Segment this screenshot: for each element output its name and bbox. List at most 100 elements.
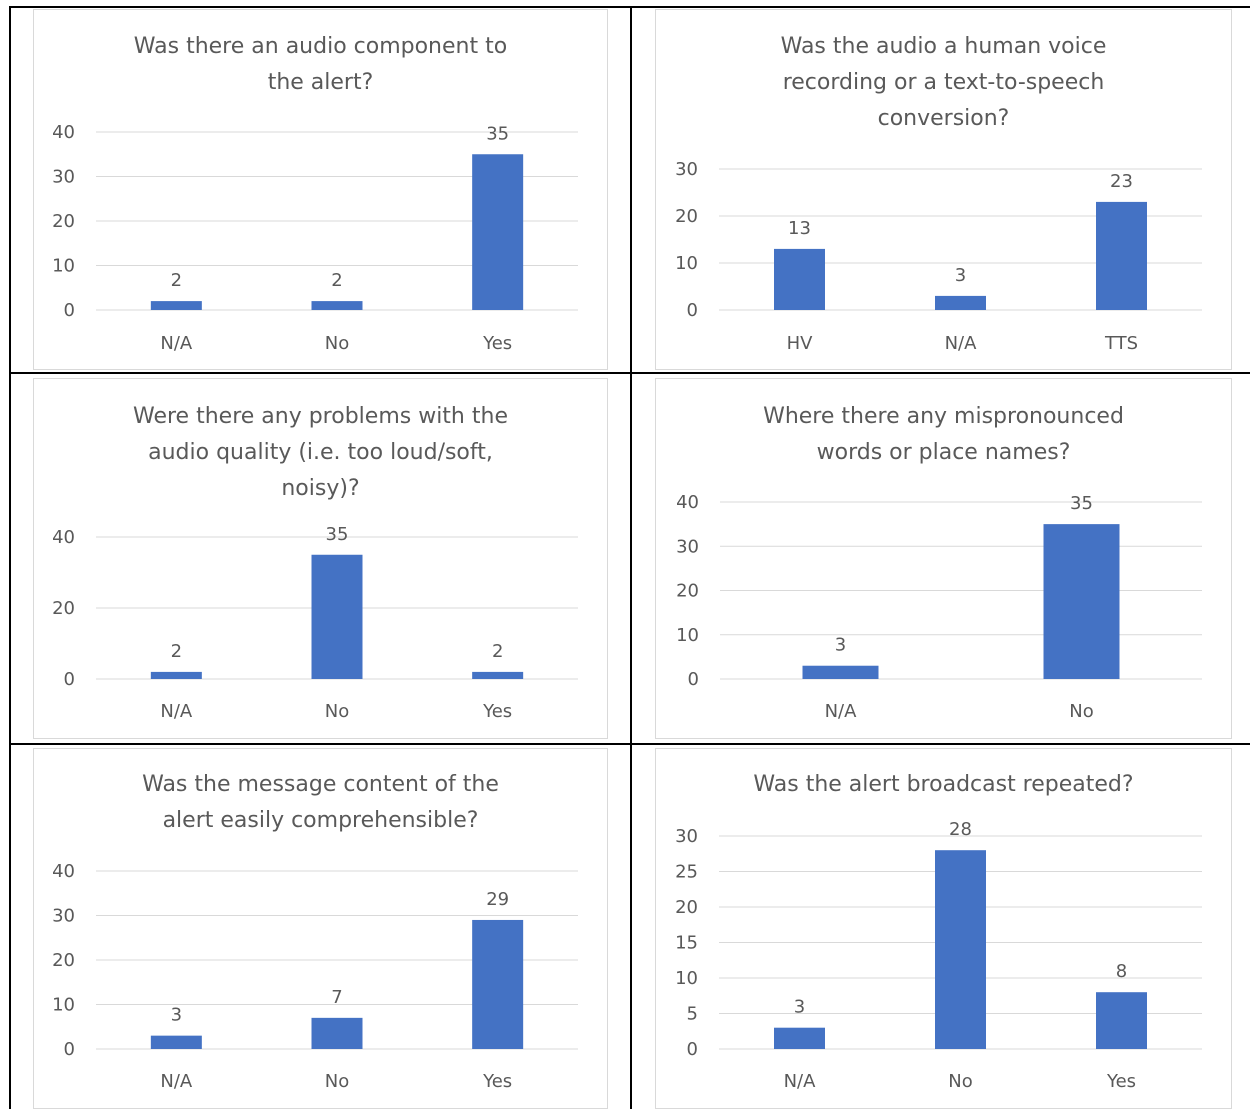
y-tick-label: 20 xyxy=(52,598,75,619)
bar-no xyxy=(1043,524,1120,679)
y-tick-label: 0 xyxy=(64,300,75,321)
y-tick-label: 0 xyxy=(688,669,699,690)
table-row-divider-1 xyxy=(9,372,1250,374)
bar-no xyxy=(311,301,363,310)
data-label: 13 xyxy=(788,218,811,239)
chart-comprehensible: Was the message content of the alert eas… xyxy=(33,748,608,1109)
category-label: N/A xyxy=(160,701,193,722)
y-tick-label: 10 xyxy=(675,253,698,274)
data-label: 8 xyxy=(1116,961,1127,982)
category-label: N/A xyxy=(945,333,978,354)
y-tick-label: 20 xyxy=(52,211,75,232)
y-tick-label: 20 xyxy=(675,206,698,227)
bar-no xyxy=(311,1017,363,1049)
bar-yes xyxy=(472,671,524,679)
chart-title: Where there any mispronounced words or p… xyxy=(763,404,1124,465)
y-tick-label: 40 xyxy=(52,122,75,143)
table-border-left xyxy=(9,6,11,1109)
y-tick-label: 30 xyxy=(52,906,75,927)
category-label: Yes xyxy=(482,701,512,722)
category-label: N/A xyxy=(160,333,193,354)
y-tick-label: 10 xyxy=(52,995,75,1016)
y-tick-label: 30 xyxy=(675,159,698,180)
y-tick-label: 40 xyxy=(676,492,699,513)
data-label: 3 xyxy=(171,1005,182,1026)
chart-plot: 0 5 10 15 20 25 30 3 N/A 28 No 8 Yes xyxy=(675,819,1202,1092)
bar-na xyxy=(150,1035,202,1049)
data-label: 2 xyxy=(331,270,342,291)
y-tick-label: 30 xyxy=(52,167,75,188)
category-label: No xyxy=(325,333,349,354)
y-tick-label: 10 xyxy=(675,968,698,989)
category-label: N/A xyxy=(825,701,858,722)
y-tick-label: 20 xyxy=(675,897,698,918)
chart-title: Was the audio a human voice recording or… xyxy=(780,34,1107,131)
data-label: 29 xyxy=(486,889,509,910)
category-label: Yes xyxy=(482,333,512,354)
data-label: 2 xyxy=(171,641,182,662)
chart-mispronounced: Where there any mispronounced words or p… xyxy=(655,378,1232,739)
bar-na xyxy=(935,295,986,310)
bar-yes xyxy=(472,919,524,1049)
bar-no xyxy=(311,554,363,679)
category-label: N/A xyxy=(784,1071,817,1092)
data-label: 2 xyxy=(171,270,182,291)
y-tick-label: 10 xyxy=(52,256,75,277)
bar-yes xyxy=(472,154,524,310)
chart-plot: 0 10 20 30 40 3 N/A 35 No xyxy=(676,492,1202,722)
y-tick-label: 0 xyxy=(64,669,75,690)
y-tick-label: 40 xyxy=(52,861,75,882)
chart-title: Was the alert broadcast repeated? xyxy=(753,772,1134,797)
bar-no xyxy=(935,850,986,1049)
bar-na xyxy=(802,665,879,679)
data-label: 3 xyxy=(835,635,846,656)
chart-plot: 0 10 20 30 13 HV 3 N/A 23 TTS xyxy=(675,159,1202,354)
bar-yes xyxy=(1096,992,1147,1049)
category-label: Yes xyxy=(482,1071,512,1092)
data-label: 23 xyxy=(1110,171,1133,192)
data-label: 2 xyxy=(492,641,503,662)
y-tick-label: 5 xyxy=(687,1004,698,1025)
chart-voice-type: Was the audio a human voice recording or… xyxy=(655,9,1232,370)
y-tick-label: 10 xyxy=(676,625,699,646)
bar-na xyxy=(150,301,202,310)
category-label: TTS xyxy=(1104,333,1138,354)
chart-audio-quality: Were there any problems with the audio q… xyxy=(33,378,608,739)
table-border-top xyxy=(9,6,1250,8)
category-label: N/A xyxy=(160,1071,193,1092)
data-label: 3 xyxy=(794,997,805,1018)
data-label: 7 xyxy=(331,987,342,1008)
y-tick-label: 20 xyxy=(676,581,699,602)
bar-hv xyxy=(774,248,825,310)
chart-title: Was there an audio component to the aler… xyxy=(133,34,508,95)
bar-na xyxy=(774,1027,825,1049)
chart-repeated: Was the alert broadcast repeated? 0 5 10 15… xyxy=(655,748,1232,1109)
data-label: 35 xyxy=(1070,493,1093,514)
table-border-middle xyxy=(630,6,632,1109)
y-tick-label: 40 xyxy=(52,527,75,548)
data-label: 35 xyxy=(486,123,509,144)
category-label: No xyxy=(325,701,349,722)
y-tick-label: 0 xyxy=(64,1039,75,1060)
y-tick-label: 30 xyxy=(675,826,698,847)
chart-plot: 0 10 20 30 40 2 N/A 2 No 35 Yes xyxy=(52,122,578,354)
chart-plot: 0 20 40 2 N/A 35 No 2 Yes xyxy=(52,524,578,722)
data-label: 35 xyxy=(326,524,349,545)
y-tick-label: 30 xyxy=(676,536,699,557)
data-label: 3 xyxy=(955,265,966,286)
y-tick-label: 20 xyxy=(52,950,75,971)
y-tick-label: 0 xyxy=(687,1039,698,1060)
category-label: No xyxy=(948,1071,972,1092)
chart-title: Was the message content of the alert eas… xyxy=(142,772,499,833)
category-label: No xyxy=(325,1071,349,1092)
chart-title: Were there any problems with the audio q… xyxy=(133,404,508,501)
bar-tts xyxy=(1096,201,1147,310)
category-label: HV xyxy=(787,333,814,354)
chart-audio-component: Was there an audio component to the aler… xyxy=(33,9,608,370)
chart-plot: 0 10 20 30 40 3 N/A 7 No 29 Yes xyxy=(52,861,578,1092)
y-tick-label: 15 xyxy=(675,933,698,954)
table-row-divider-2 xyxy=(9,743,1250,745)
y-tick-label: 0 xyxy=(687,300,698,321)
bar-na xyxy=(150,671,202,679)
y-tick-label: 25 xyxy=(675,862,698,883)
